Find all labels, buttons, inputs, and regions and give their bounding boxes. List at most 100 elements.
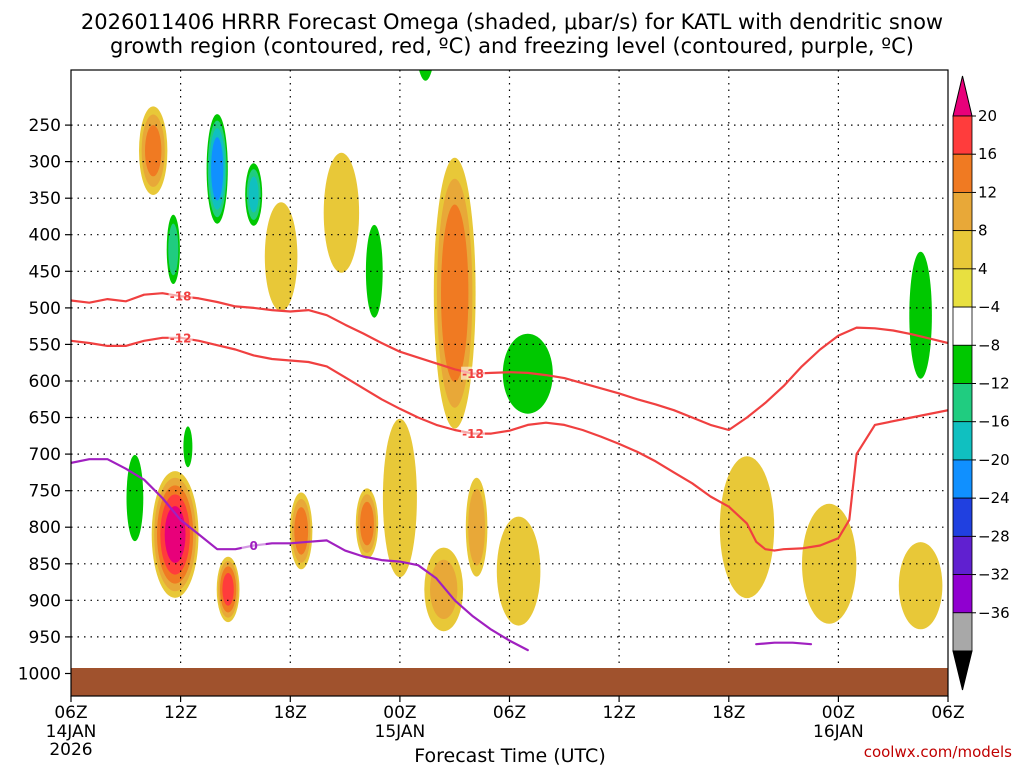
x-tick-label-6: 18Z: [712, 703, 745, 723]
colorbar-label-3: 8: [978, 222, 988, 240]
colorbar-band-13: [952, 612, 973, 652]
temperature-contours: -18 -18 -12 -12 0: [71, 289, 948, 652]
x-tick-label-2: 18Z: [274, 703, 307, 723]
omega-blob-4-band-0: [802, 503, 857, 624]
ground-surface: [71, 668, 948, 696]
colorbar-label-1: 16: [978, 145, 997, 163]
y-tick-label-11: 800: [29, 518, 61, 538]
x-tick-label-3: 00Z: [383, 703, 416, 723]
contour-line-1: [71, 336, 948, 552]
contour-line-3: [755, 641, 813, 646]
omega-blob-0-band-0: [264, 202, 298, 312]
colorbar-bottom-arrow: [952, 650, 973, 691]
omega-blob-13-band-1: [468, 488, 485, 566]
contour-label-bg-1-1: [461, 426, 485, 440]
contour-label-bg-0-0: [168, 289, 193, 303]
colorbar-label-10: −24: [978, 489, 1010, 507]
omega-blob-22-band-3: [248, 176, 259, 213]
colorbar-top-arrow: [952, 75, 973, 117]
colorbar-band-6: [952, 344, 973, 384]
omega-blob-9-band-1: [419, 70, 432, 81]
pressure-axis: 250 300 350 400 450 500 550 600 650 700 750 800 850 9…: [18, 116, 71, 685]
omega-blob-24-band-4: [211, 137, 224, 201]
colorbar-band-9: [952, 459, 973, 499]
y-tick-label-5: 500: [29, 299, 61, 319]
colorbar-band-7: [952, 383, 973, 423]
colorbar-band-12: [952, 574, 973, 614]
chart-title-line-1: 2026011406 HRRR Forecast Omega (shaded, …: [81, 10, 943, 34]
omega-blob-16-band-2: [145, 125, 162, 177]
colorbar-band-2: [952, 192, 973, 232]
omega-blob-12-band-1: [909, 251, 932, 379]
credit-text: coolwx.com/models: [864, 743, 1012, 761]
omega-blob-7-band-0: [583, 306, 618, 398]
y-tick-label-3: 400: [29, 226, 61, 246]
x-tick-label-5: 12Z: [602, 703, 635, 723]
colorbar-label-7: −12: [978, 375, 1010, 393]
y-tick-label-4: 450: [29, 262, 61, 282]
gridlines: [71, 70, 948, 696]
y-tick-label-2: 350: [29, 189, 61, 209]
contour-line-2: [71, 458, 529, 652]
omega-blob-19-band-2: [168, 223, 179, 276]
x-tick-label-7: 00Z: [822, 703, 855, 723]
omega-blob-2-band-0: [496, 516, 541, 626]
colorbar-label-6: −8: [978, 336, 1000, 354]
x-axis-title: Forecast Time (UTC): [414, 745, 605, 767]
omega-blob-6-band-0: [382, 418, 417, 578]
x-tick-date-3: 15JAN: [375, 722, 426, 742]
contour-label-0-1: -18: [462, 367, 484, 381]
colorbar-label-13: −36: [978, 604, 1010, 622]
omega-blob-1-band-0: [323, 152, 360, 273]
y-tick-label-0: 250: [29, 116, 61, 136]
contour-label-bg-0-1: [461, 366, 485, 380]
x-tick-label-4: 06Z: [493, 703, 526, 723]
y-tick-label-14: 950: [29, 628, 61, 648]
omega-blob-11-band-1: [183, 426, 193, 468]
x-tick-label-0: 06Z: [54, 703, 87, 723]
contour-label-0-0: -18: [170, 290, 192, 304]
colorbar-label-0: 20: [978, 107, 997, 125]
y-tick-label-1: 300: [29, 153, 61, 173]
omega-blob-5-band-0: [898, 542, 943, 630]
omega-blob-20-band-2: [441, 204, 469, 382]
colorbar-band-8: [952, 421, 973, 461]
colorbar-label-12: −32: [978, 566, 1010, 584]
omega-blob-21-band-3: [222, 573, 234, 606]
contour-label-bg-1-0: [168, 330, 193, 344]
colorbar-band-0: [952, 115, 973, 155]
colorbar-label-9: −20: [978, 451, 1010, 469]
contour-label-bg-2-0: [241, 538, 266, 552]
y-tick-label-7: 600: [29, 372, 61, 392]
colorbar-band-11: [952, 535, 973, 575]
colorbar-band-5: [952, 306, 973, 346]
omega-blob-10-band-1: [365, 224, 383, 318]
y-tick-label-15: 1000: [18, 665, 61, 685]
omega-blob-18-band-2: [294, 507, 309, 555]
contour-label-1-0: -12: [170, 331, 192, 345]
omega-blob-17-band-2: [360, 501, 374, 546]
contour-line-0: [71, 292, 948, 432]
colorbar-label-5: −4: [978, 298, 1000, 316]
colorbar-label-2: 12: [978, 183, 997, 201]
x-tick-date-0: 14JAN: [46, 722, 97, 742]
chart-title-line-2: growth region (contoured, red, ºC) and f…: [110, 34, 914, 58]
colorbar-band-1: [952, 153, 973, 193]
colorbar: 20 16 12 8 4 −4 −8 −12 −16 −20 −24 −28 −32 −36: [952, 75, 1010, 691]
omega-blob-8-band-1: [430, 559, 458, 620]
contour-label-1-1: -12: [462, 427, 484, 441]
y-tick-label-13: 900: [29, 591, 61, 611]
colorbar-label-11: −28: [978, 527, 1010, 545]
contour-label-2-0: 0: [250, 539, 258, 553]
y-tick-label-8: 650: [29, 409, 61, 429]
omega-blob-9-band-0: [413, 70, 438, 102]
colorbar-band-4: [952, 268, 973, 308]
x-tick-year-0: 2026: [49, 740, 92, 760]
colorbar-band-3: [952, 230, 973, 270]
omega-blob-14-band-1: [126, 454, 144, 542]
colorbar-label-8: −16: [978, 413, 1010, 431]
y-tick-label-10: 750: [29, 482, 61, 502]
colorbar-band-10: [952, 497, 973, 537]
